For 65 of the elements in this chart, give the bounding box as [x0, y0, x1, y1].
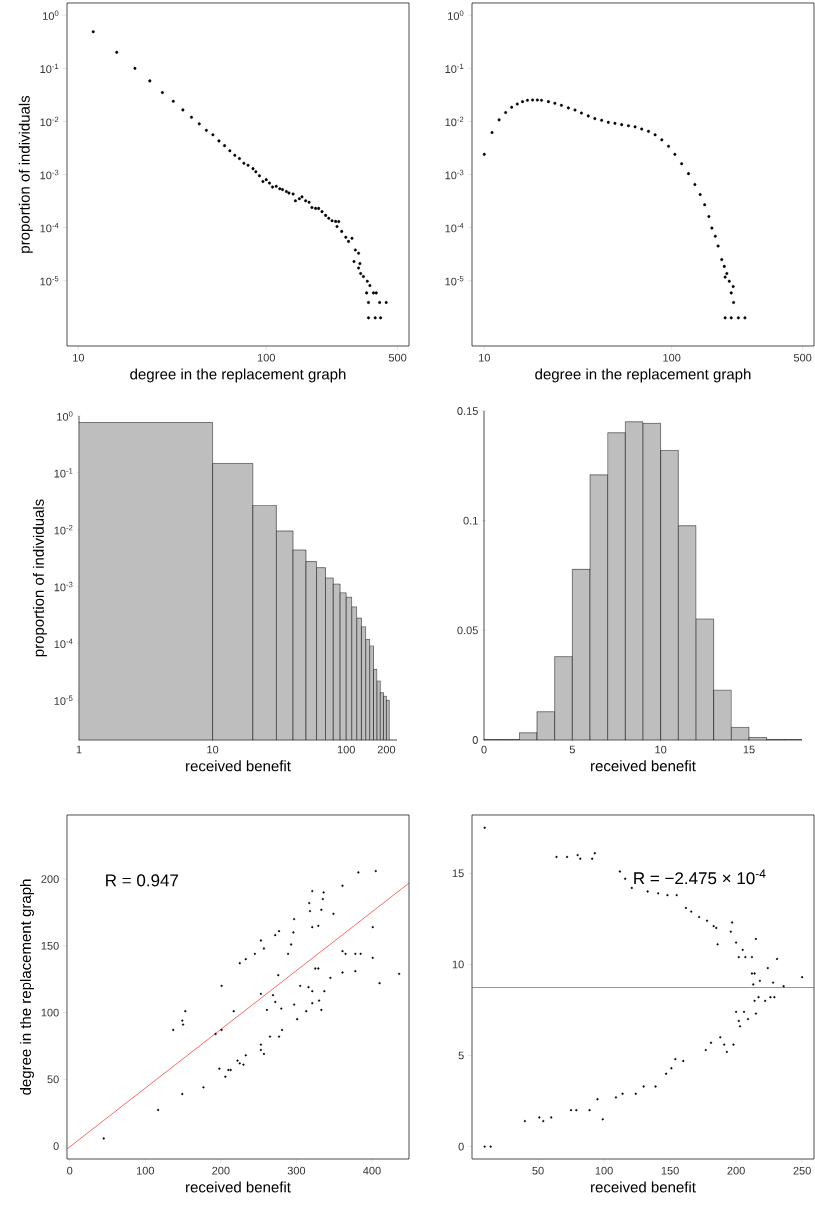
y-tick-label: 15 — [452, 869, 464, 878]
x-tick-label: 400 — [363, 1166, 381, 1175]
x-tick-label: 500 — [793, 353, 812, 362]
y-tick-label: 10$^{-1}$ — [54, 468, 73, 478]
x-axis-title: received benefit — [591, 760, 696, 772]
x-tick-label: 0 — [481, 745, 487, 754]
x-axis-title: degree in the replacement graph — [535, 368, 751, 383]
x-tick-label: 500 — [388, 353, 407, 362]
y-tick-label: 5 — [458, 1051, 464, 1060]
y-tick-label: 150 — [41, 941, 59, 950]
x-tick-label: 10 — [73, 353, 85, 362]
y-tick-label: 10$^{-4}$ — [54, 638, 73, 649]
x-tick-label: 250 — [793, 1166, 811, 1175]
y-tick-label: 0 — [472, 736, 478, 744]
y-tick-label: 10$^{-3}$ — [54, 581, 73, 592]
y-tick-label: 10$^{-3}$ — [445, 169, 464, 180]
y-tick-label: 10$^{-5}$ — [54, 695, 73, 705]
x-axis-title: received benefit — [186, 1181, 291, 1193]
x-axis-title: degree in the replacement graph — [130, 368, 346, 383]
y-tick-label: 0 — [458, 1142, 464, 1151]
y-tick-label: 10$^{-5}$ — [40, 276, 59, 286]
y-tick-label: 10$^{-2}$ — [54, 524, 73, 535]
y-tick-label: 10$^{-2}$ — [445, 116, 464, 127]
x-tick-label: 200 — [377, 745, 396, 754]
y-tick-label: 10$^{-2}$ — [40, 116, 59, 127]
y-axis-title: proportion of individuals — [32, 499, 47, 657]
y-tick-label: 50 — [47, 1075, 59, 1084]
x-tick-label: 150 — [661, 1166, 679, 1175]
x-tick-label: 5 — [569, 745, 575, 754]
y-tick-label: 10$^{-4}$ — [40, 222, 59, 233]
y-tick-label: 0.15 — [457, 407, 478, 415]
y-tick-label: 10 — [452, 960, 464, 969]
y-tick-label: 0.1 — [463, 516, 478, 525]
annotation: R = −2.475 × 10$^{-4}$ — [634, 869, 766, 885]
y-tick-label: 10$^{-5}$ — [445, 276, 464, 286]
y-tick-label: 10$^{-1}$ — [40, 63, 59, 74]
annotation: R = 0.947 — [106, 874, 179, 887]
x-tick-label: 100 — [136, 1166, 155, 1175]
y-tick-label: 0 — [53, 1142, 59, 1150]
x-tick-label: 200 — [727, 1166, 745, 1175]
x-axis-title: received benefit — [591, 1181, 696, 1193]
x-axis-title: received benefit — [186, 760, 291, 772]
x-tick-label: 10 — [655, 745, 667, 754]
y-tick-label: 200 — [41, 875, 59, 883]
x-tick-label: 100 — [663, 353, 681, 362]
y-axis-title: proportion of individuals — [18, 95, 33, 253]
x-tick-label: 100 — [257, 353, 275, 362]
y-tick-label: 100 — [41, 1008, 59, 1017]
x-tick-label: 15 — [743, 745, 755, 754]
y-tick-label: 10$^{0}$ — [43, 10, 59, 20]
y-tick-label: 10$^{0}$ — [57, 411, 73, 421]
y-tick-label: 0.05 — [457, 626, 478, 635]
y-axis-title: degree in the replacement graph — [20, 879, 34, 1095]
x-tick-label: 1 — [76, 745, 82, 754]
x-tick-label: 10 — [207, 745, 219, 754]
y-tick-label: 10$^{-1}$ — [445, 63, 464, 74]
y-tick-label: 10$^{-3}$ — [40, 169, 59, 180]
y-tick-label: 10$^{-4}$ — [445, 222, 464, 233]
x-tick-label: 300 — [287, 1166, 306, 1175]
x-tick-label: 100 — [595, 1166, 613, 1175]
x-tick-label: 200 — [212, 1166, 230, 1175]
x-tick-label: 50 — [532, 1166, 544, 1175]
x-tick-label: 10 — [479, 353, 490, 362]
x-tick-label: 100 — [337, 745, 355, 754]
y-tick-label: 10$^{0}$ — [448, 10, 464, 20]
